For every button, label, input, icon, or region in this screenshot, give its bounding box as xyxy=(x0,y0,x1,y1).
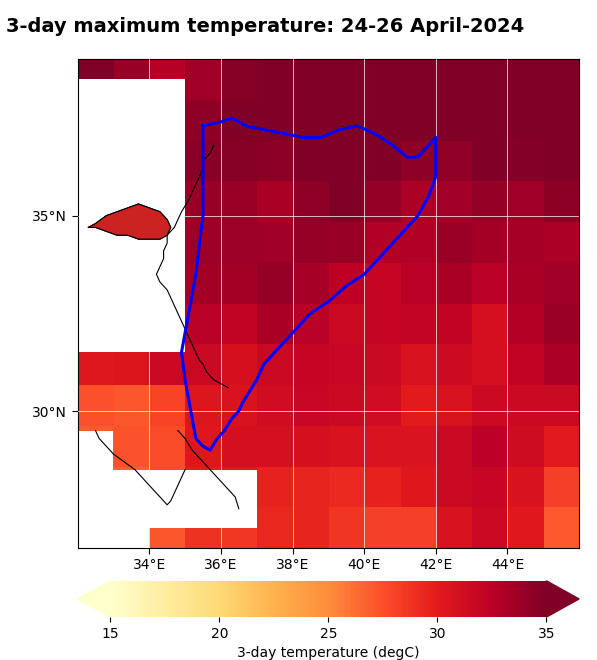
Bar xyxy=(78,430,113,470)
Bar xyxy=(113,275,149,314)
Polygon shape xyxy=(88,204,171,239)
Bar xyxy=(78,196,113,235)
Bar xyxy=(113,509,149,548)
Bar xyxy=(78,157,113,196)
Bar xyxy=(113,314,149,352)
Bar xyxy=(149,157,185,196)
Bar xyxy=(78,509,113,548)
Bar xyxy=(78,79,113,118)
Polygon shape xyxy=(96,470,257,528)
Bar xyxy=(149,118,185,157)
Bar xyxy=(149,314,185,352)
Bar xyxy=(149,275,185,314)
Bar xyxy=(113,79,149,118)
Bar xyxy=(149,79,185,118)
Bar xyxy=(113,118,149,157)
Bar xyxy=(113,196,149,235)
Bar xyxy=(113,235,149,275)
Polygon shape xyxy=(546,581,579,617)
Text: 3-day maximum temperature: 24-26 April-2024: 3-day maximum temperature: 24-26 April-2… xyxy=(6,16,524,36)
Bar xyxy=(78,118,113,157)
Bar xyxy=(78,314,113,352)
Bar xyxy=(78,275,113,314)
Polygon shape xyxy=(78,581,110,617)
Bar xyxy=(113,157,149,196)
Bar xyxy=(78,235,113,275)
Bar xyxy=(149,196,185,235)
Bar xyxy=(149,235,185,275)
X-axis label: 3-day temperature (degC): 3-day temperature (degC) xyxy=(237,646,420,660)
Bar xyxy=(78,470,113,509)
